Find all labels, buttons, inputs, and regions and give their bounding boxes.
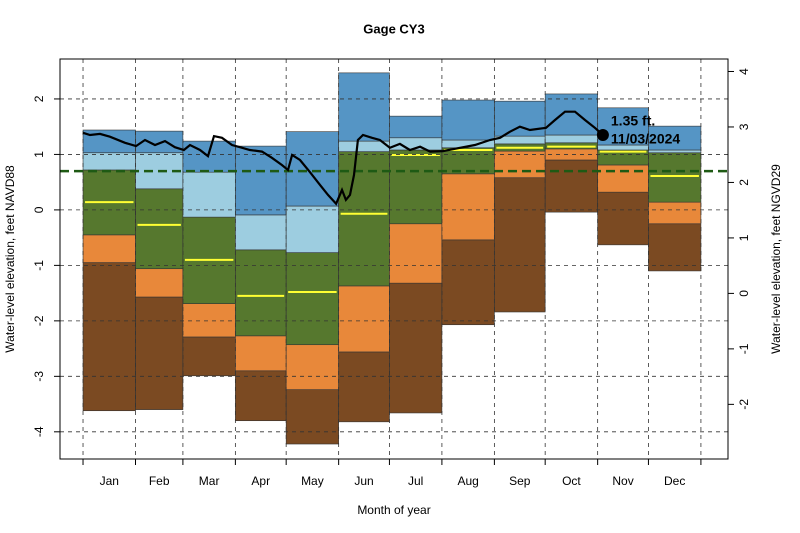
percentile-band	[82, 262, 136, 412]
y-tick-label: 0	[32, 206, 46, 213]
y2-tick-label: 0	[737, 290, 751, 297]
percentile-band	[544, 93, 598, 136]
percentile-band	[285, 252, 339, 346]
y-tick-label: -3	[32, 371, 46, 382]
current-point	[596, 129, 609, 142]
y2-tick-label: 3	[737, 123, 751, 130]
percentile-band	[441, 99, 495, 141]
percentile-band	[235, 249, 287, 337]
percentile-band	[285, 205, 339, 253]
percentile-band	[338, 351, 390, 423]
percentile-band	[648, 149, 702, 154]
x-tick-label: Jul	[408, 474, 423, 488]
percentile-band	[82, 152, 136, 171]
point-value-label: 1.35 ft.	[611, 113, 655, 129]
percentile-band	[235, 370, 287, 422]
percentile-band	[235, 335, 287, 372]
percentile-band	[389, 115, 443, 139]
x-tick-label: Jan	[100, 474, 119, 488]
percentile-band	[235, 214, 287, 251]
x-tick-label: May	[301, 474, 324, 488]
y2-tick-label: -1	[737, 343, 751, 354]
percentile-band	[135, 296, 184, 410]
x-tick-label: Feb	[149, 474, 170, 488]
x-tick-label: Aug	[457, 474, 478, 488]
percentile-band	[597, 191, 649, 246]
percentile-band	[597, 164, 649, 193]
y2-tick-label: 4	[737, 68, 751, 75]
percentile-band	[182, 303, 236, 338]
y-tick-label: -1	[32, 260, 46, 271]
x-tick-label: Sep	[509, 474, 531, 488]
plot-frame	[59, 58, 729, 460]
y2-tick-label: 1	[737, 234, 751, 241]
percentile-band	[441, 239, 495, 326]
percentile-band	[82, 234, 136, 263]
percentile-band	[648, 223, 702, 272]
percentile-band	[441, 173, 495, 241]
daily-line	[82, 110, 604, 206]
percentile-band	[648, 201, 702, 225]
percentile-band	[182, 171, 236, 218]
percentile-band	[135, 268, 184, 298]
percentile-band	[285, 344, 339, 390]
percentile-band	[389, 149, 443, 225]
percentile-band	[235, 145, 287, 216]
percentile-band	[285, 131, 339, 207]
y-tick-label: -4	[32, 426, 46, 437]
y2-axis-label: Water-level elevation, feet NGVD29	[769, 164, 783, 354]
point-date-label: 11/03/2024	[611, 131, 681, 147]
percentile-band	[544, 134, 598, 144]
x-tick-label: Dec	[664, 474, 685, 488]
percentile-band	[182, 336, 236, 377]
x-axis-label: Month of year	[357, 503, 430, 517]
y-tick-label: 1	[32, 151, 46, 158]
x-tick-label: Nov	[612, 474, 633, 488]
percentile-band	[648, 152, 702, 203]
y2-tick-label: 2	[737, 179, 751, 186]
percentile-band	[494, 100, 546, 137]
percentile-band	[389, 223, 443, 284]
percentile-band	[648, 125, 702, 151]
y-tick-label: 2	[32, 95, 46, 102]
percentile-band	[82, 129, 136, 154]
y-tick-label: -2	[32, 315, 46, 326]
percentile-band	[494, 177, 546, 313]
percentile-band	[135, 188, 184, 270]
percentile-band	[338, 72, 390, 142]
x-tick-label: Jun	[354, 474, 373, 488]
x-tick-label: Mar	[199, 474, 220, 488]
percentile-band	[544, 159, 598, 213]
x-tick-label: Oct	[562, 474, 581, 488]
percentile-band	[441, 147, 495, 175]
percentile-band	[389, 282, 443, 414]
percentile-band	[285, 389, 339, 445]
y-axis-label: Water-level elevation, feet NAVD88	[3, 165, 17, 353]
x-tick-label: Apr	[251, 474, 270, 488]
percentile-band	[494, 150, 546, 179]
chart-title: Gage CY3	[363, 21, 424, 36]
y2-tick-label: -2	[737, 399, 751, 410]
percentile-band	[338, 285, 390, 353]
